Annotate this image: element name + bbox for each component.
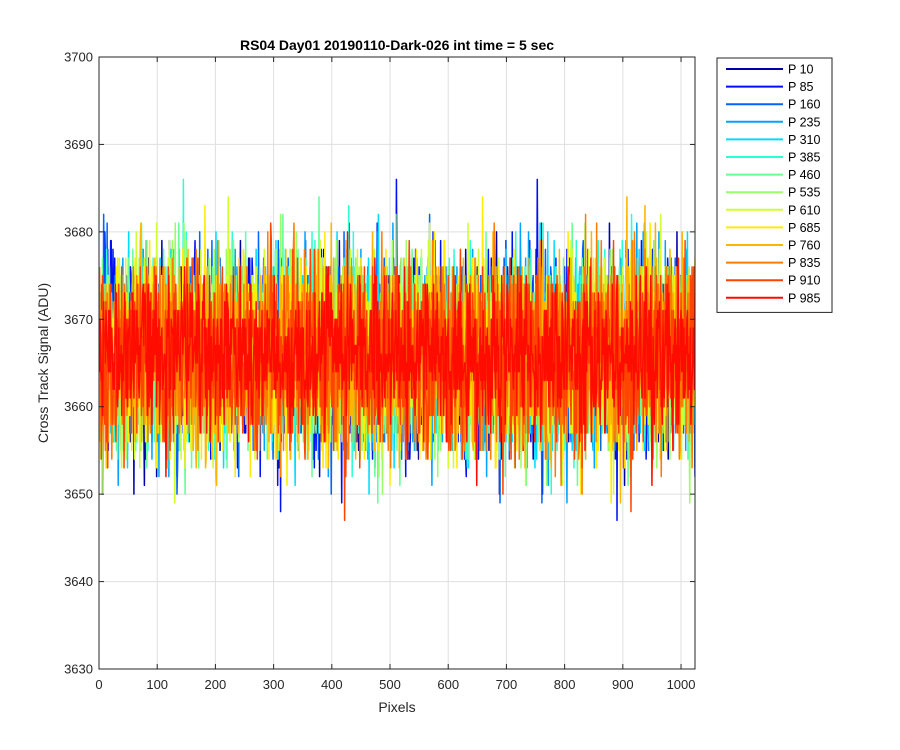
tick-labels: 0 100 200 300 400 500 600 700 800 900 1000 3630 3640…	[64, 50, 695, 693]
series-lines	[99, 178, 695, 522]
x-tick-label: 0	[95, 677, 102, 692]
series-line	[99, 231, 695, 487]
legend-label: P 310	[788, 133, 820, 147]
legend-label: P 460	[788, 168, 820, 182]
x-tick-label: 700	[496, 677, 518, 692]
x-tick-label: 800	[554, 677, 576, 692]
legend-label: P 160	[788, 98, 820, 112]
x-tick-label: 100	[146, 677, 168, 692]
x-tick-label: 900	[612, 677, 634, 692]
y-tick-label: 3670	[64, 312, 93, 327]
legend-label: P 910	[788, 274, 820, 288]
x-tick-label: 600	[437, 677, 459, 692]
x-tick-label: 200	[205, 677, 227, 692]
axes-box	[98, 56, 696, 670]
legend-label: P 85	[788, 80, 814, 94]
legend-label: P 535	[788, 186, 820, 200]
legend-label: P 610	[788, 203, 820, 217]
axes	[98, 56, 696, 670]
legend-box	[716, 57, 833, 313]
y-tick-label: 3700	[64, 50, 93, 65]
y-axis-label: Cross Track Signal (ADU)	[35, 283, 51, 443]
chart-title: RS04 Day01 20190110-Dark-026 int time = …	[240, 37, 554, 53]
y-tick-label: 3660	[64, 399, 93, 414]
y-tick-label: 3650	[64, 487, 93, 502]
x-tick-label: 1000	[667, 677, 696, 692]
legend-label: P 385	[788, 151, 820, 165]
x-tick-label: 300	[263, 677, 285, 692]
legend-label: P 835	[788, 256, 820, 270]
x-tick-label: 500	[379, 677, 401, 692]
x-axis-label: Pixels	[378, 699, 415, 715]
legend: P 10 P 85 P 160 P 235 P 310 P 385 P 460 P 535 P …	[716, 57, 833, 313]
y-tick-label: 3640	[64, 574, 93, 589]
y-tick-label: 3690	[64, 137, 93, 152]
legend-label: P 10	[788, 63, 814, 77]
series-line	[99, 222, 695, 522]
x-tick-label: 400	[321, 677, 343, 692]
y-tick-label: 3680	[64, 224, 93, 239]
legend-label: P 685	[788, 221, 820, 235]
legend-label: P 235	[788, 115, 820, 129]
legend-label: P 760	[788, 239, 820, 253]
legend-label: P 985	[788, 291, 820, 305]
y-tick-label: 3630	[64, 662, 93, 677]
